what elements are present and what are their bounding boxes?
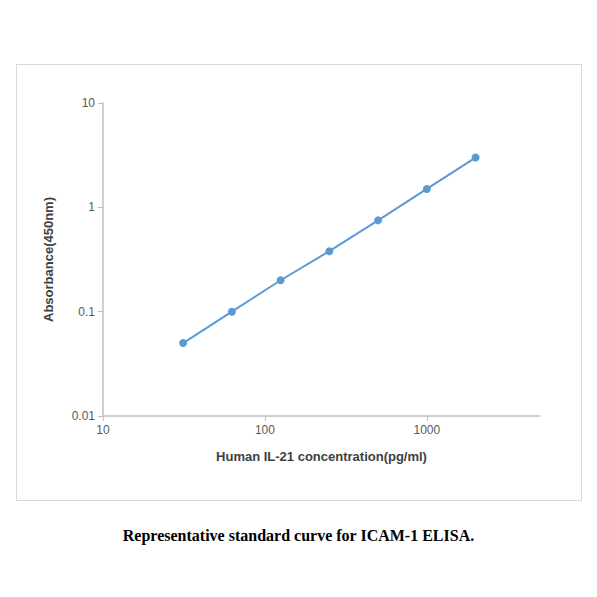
svg-text:1: 1: [88, 200, 95, 214]
svg-text:Absorbance(450nm): Absorbance(450nm): [41, 197, 56, 322]
svg-text:10: 10: [82, 96, 96, 110]
svg-text:100: 100: [255, 423, 275, 437]
svg-text:0.01: 0.01: [72, 409, 96, 423]
svg-text:10: 10: [96, 423, 110, 437]
svg-text:Representative standard curve: Representative standard curve for ICAM-1…: [123, 527, 474, 545]
svg-text:Human IL-21 concentration(pg/m: Human IL-21 concentration(pg/ml): [216, 449, 427, 464]
svg-text:0.1: 0.1: [78, 305, 95, 319]
svg-text:1000: 1000: [413, 423, 440, 437]
